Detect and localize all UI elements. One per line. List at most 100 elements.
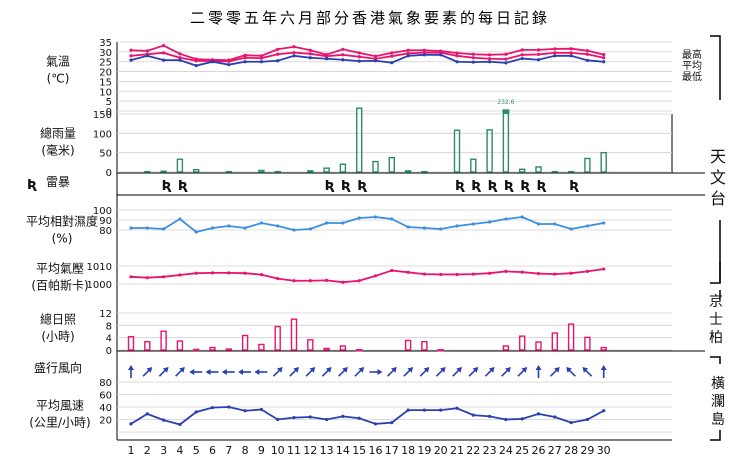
- wind_speed-tick-label: 40: [99, 403, 112, 414]
- pressure-point: [537, 272, 540, 275]
- rainfall-bar: [389, 158, 394, 172]
- rainfall-bar: [259, 170, 264, 172]
- pressure-point: [390, 269, 393, 272]
- wind-arrow: [601, 365, 607, 378]
- x-tick-label: 27: [548, 444, 562, 457]
- humidity-point: [178, 217, 181, 220]
- wind-arrow: [189, 369, 202, 375]
- sunshine-bar: [210, 348, 215, 350]
- pressure-point: [602, 267, 605, 270]
- rainfall-bar: [357, 108, 362, 172]
- temperature-point: [570, 54, 573, 57]
- observatory-label: 天: [710, 147, 726, 166]
- chart-title: 二零零五年六月部分香港氣象要素的每日記錄: [190, 9, 550, 27]
- pressure-axis-label: (百帕斯卡): [31, 278, 88, 293]
- rainfall-bar: [520, 169, 525, 172]
- temperature-tick-label: 25: [99, 58, 112, 69]
- pressure-point: [341, 281, 344, 284]
- rainfall-bar: [455, 130, 460, 172]
- wind-speed-point: [292, 416, 295, 419]
- humidity-axis-label: 平均相對濕度: [26, 214, 98, 229]
- temperature-point: [553, 54, 556, 57]
- thunderstorm-mark: Ʀ: [569, 179, 579, 194]
- pressure-point: [423, 273, 426, 276]
- wind-arrow: [564, 365, 577, 378]
- x-tick-label: 29: [580, 444, 594, 457]
- waglan-label: 橫: [711, 376, 725, 392]
- temperature-point: [570, 51, 573, 54]
- thunderstorm-mark: Ʀ: [455, 179, 465, 194]
- pressure-tick-label: 1000: [87, 280, 112, 291]
- temperature-point: [227, 63, 230, 66]
- temperature-point: [341, 53, 344, 56]
- waglan-bracket-top: [710, 357, 720, 364]
- temperature-point: [390, 51, 393, 54]
- temperature-point: [602, 60, 605, 63]
- temperature-point: [407, 49, 410, 52]
- x-tick-label: 8: [242, 444, 249, 457]
- wind-speed-point: [162, 419, 165, 422]
- pressure-point: [325, 279, 328, 282]
- temperature-point: [537, 58, 540, 61]
- thunderstorm-axis-label: 雷暴: [46, 175, 70, 189]
- rainfall-bar: [406, 171, 411, 172]
- pressure-point: [260, 273, 263, 276]
- wind-speed-point: [407, 409, 410, 412]
- temperature-point: [423, 53, 426, 56]
- wind-speed-point: [260, 408, 263, 411]
- wind-arrow-head: [378, 369, 383, 375]
- wind-speed-point: [146, 412, 149, 415]
- temperature-point: [309, 52, 312, 55]
- temperature-point: [341, 58, 344, 61]
- wind-arrow: [385, 365, 398, 378]
- temperature-point: [195, 59, 198, 62]
- temperature-point: [488, 57, 491, 60]
- temperature-point: [162, 44, 165, 47]
- x-tick-label: 4: [176, 444, 183, 457]
- pressure-point: [374, 274, 377, 277]
- rainfall-tick-label: 50: [99, 149, 112, 160]
- x-tick-label: 26: [532, 444, 546, 457]
- humidity-point: [244, 226, 247, 229]
- sunshine-bar: [520, 336, 525, 350]
- temperature-legend-entry: 最高: [682, 48, 702, 61]
- humidity-point: [227, 224, 230, 227]
- thunderstorm-mark: Ʀ: [178, 179, 188, 194]
- sunshine-bar: [177, 341, 182, 350]
- thunderstorm-mark: Ʀ: [325, 179, 335, 194]
- observatory-label: 文: [710, 168, 726, 187]
- x-tick-label: 21: [450, 444, 464, 457]
- temperature-point: [521, 57, 524, 60]
- humidity-point: [407, 225, 410, 228]
- humidity-tick-label: 80: [99, 226, 112, 237]
- sunshine-bar: [324, 348, 329, 350]
- pressure-point: [227, 271, 230, 274]
- rainfall-bar: [487, 130, 492, 172]
- temperature-point: [504, 58, 507, 61]
- wind-speed-point: [423, 409, 426, 412]
- thunderstorm-mark: Ʀ: [536, 179, 546, 194]
- temperature-point: [472, 53, 475, 56]
- humidity-point: [341, 221, 344, 224]
- wind-arrow: [483, 365, 496, 378]
- sunshine-bar: [145, 342, 150, 350]
- temperature-point: [570, 47, 573, 50]
- wind-speed-point: [553, 415, 556, 418]
- rainfall-bar: [324, 168, 329, 172]
- temperature-point: [472, 56, 475, 59]
- pressure-point: [211, 271, 214, 274]
- wind-arrow: [271, 365, 284, 378]
- temperature-point: [260, 57, 263, 60]
- sunshine-bar: [259, 344, 264, 350]
- humidity-point: [374, 215, 377, 218]
- pressure-axis-label: 平均氣壓: [36, 262, 84, 276]
- temperature-point: [146, 49, 149, 52]
- rainfall-bar: [373, 162, 378, 172]
- thunderstorm-mark: Ʀ: [504, 179, 514, 194]
- humidity-point: [439, 227, 442, 230]
- x-tick-label: 6: [209, 444, 216, 457]
- wind_speed-tick-label: 80: [99, 378, 112, 389]
- rainfall-bar: [601, 153, 606, 172]
- temperature-point: [341, 48, 344, 51]
- pressure-tick-label: 1010: [87, 262, 112, 273]
